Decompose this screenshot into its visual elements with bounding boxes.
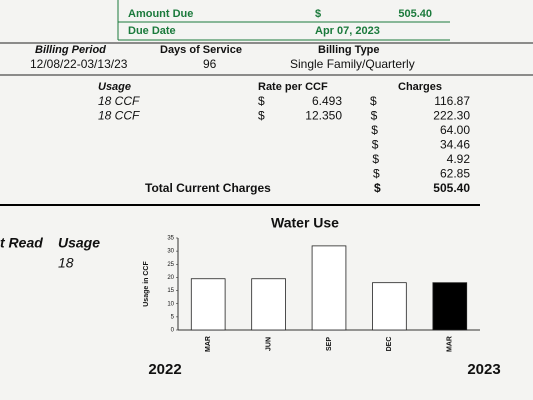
charges-rows: 18 CCF $6.493 $116.87 18 CCF $12.350 $222.30 $… (98, 94, 470, 181)
amount-symbol: $ (315, 8, 321, 20)
charges-header: Charges (398, 81, 442, 93)
bar (251, 278, 286, 331)
charge-cell: 62.85 (440, 167, 470, 181)
usage-cell: 18 CCF (98, 109, 140, 123)
charge-cell: 34.46 (440, 138, 470, 152)
year-label: 2022 (148, 361, 181, 378)
x-tick-label: DEC (386, 337, 393, 352)
charge-symbol: $ (372, 152, 379, 166)
usage-value: 18 (58, 255, 74, 271)
charge-cell: 64.00 (440, 123, 470, 137)
y-tick-label: 0 (171, 328, 175, 334)
y-tick-label: 5 (171, 314, 175, 320)
y-tick-label: 15 (167, 288, 174, 294)
charge-symbol: $ (372, 138, 379, 152)
usage-label: Usage (58, 235, 100, 251)
read-label: t Read (0, 235, 43, 251)
billing-value: 12/08/22-03/13/23 (30, 57, 128, 71)
y-tick-label: 10 (167, 301, 174, 307)
charge-symbol: $ (371, 109, 378, 123)
x-tick-label: JUN (265, 337, 272, 351)
due-label: Due Date (128, 25, 176, 37)
charge-symbol: $ (370, 94, 377, 108)
x-tick-label: SEP (326, 337, 333, 351)
total-label: Total Current Charges (145, 181, 271, 195)
charges-header: Usage (98, 81, 131, 93)
year-label: 2023 (467, 361, 500, 378)
bar (432, 282, 468, 331)
rate-symbol: $ (258, 94, 265, 108)
amount-label: Amount Due (128, 8, 193, 20)
due-value: Apr 07, 2023 (315, 25, 380, 37)
rate-cell: 12.350 (305, 109, 342, 123)
billing-header: Billing Type (318, 44, 380, 56)
y-axis-label: Usage in CCF (143, 261, 150, 307)
x-tick-label: MAR (205, 336, 212, 352)
total-symbol: $ (374, 181, 381, 195)
billing-header: Billing Period (35, 44, 106, 56)
y-tick-label: 25 (167, 262, 174, 268)
bar (372, 282, 407, 331)
y-tick-label: 35 (167, 236, 174, 242)
billing-value: 96 (203, 57, 217, 71)
y-tick-label: 30 (167, 249, 174, 255)
bar (311, 245, 347, 331)
charge-symbol: $ (371, 123, 378, 137)
charge-symbol: $ (373, 167, 380, 181)
rate-symbol: $ (258, 109, 265, 123)
total-value: 505.40 (433, 181, 470, 195)
charges-header: Rate per CCF (258, 81, 328, 93)
y-tick-label: 20 (167, 275, 174, 281)
charge-cell: 4.92 (447, 152, 471, 166)
chart: 0 5 10 15 20 25 30 35 MAR JUN SEP DEC MAR (167, 236, 480, 352)
bar (190, 278, 226, 331)
charge-cell: 222.30 (433, 109, 470, 123)
billing-header: Days of Service (160, 44, 242, 56)
usage-cell: 18 CCF (98, 94, 140, 108)
billing-value: Single Family/Quarterly (290, 57, 415, 71)
x-tick-label: MAR (447, 336, 454, 352)
charge-cell: 116.87 (434, 94, 470, 108)
amount-value: 505.40 (398, 8, 432, 20)
chart-title: Water Use (271, 215, 339, 231)
rate-cell: 6.493 (312, 94, 342, 108)
